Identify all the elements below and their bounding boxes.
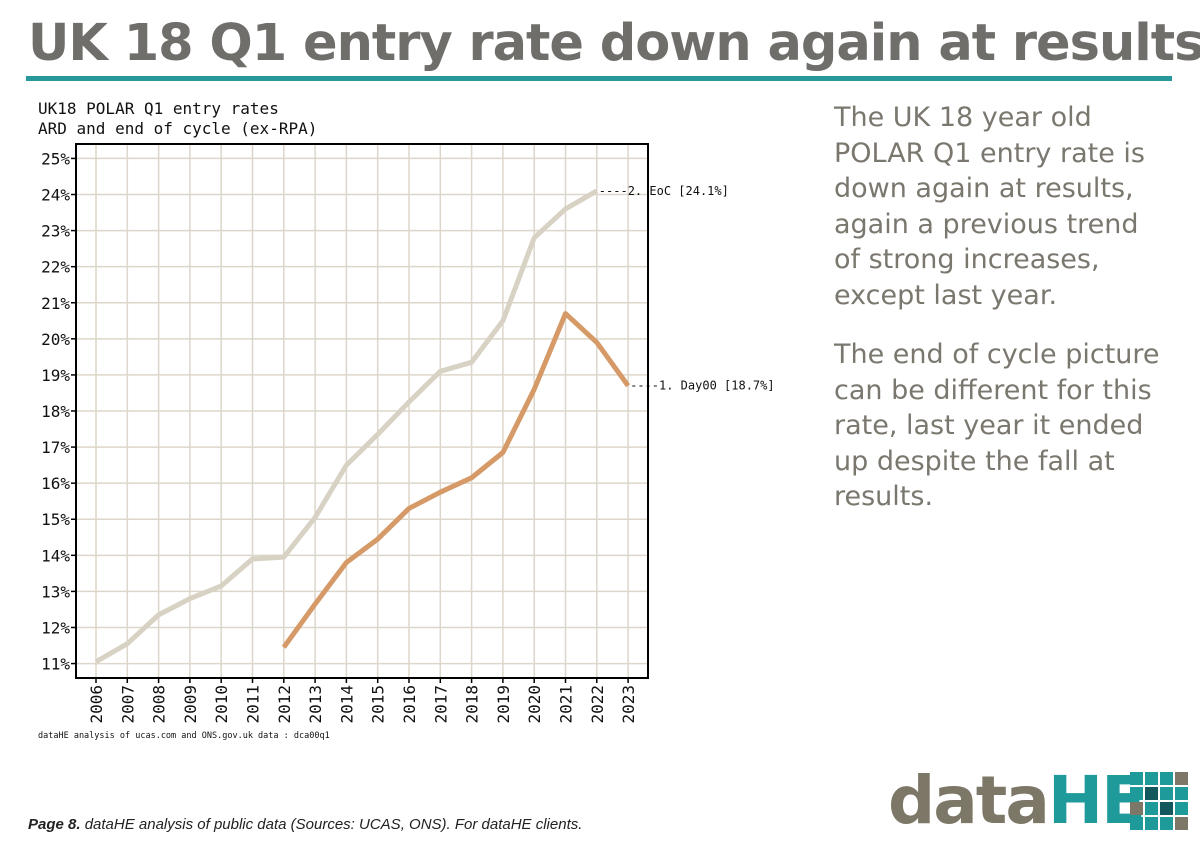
x-tick-label: 2010	[212, 685, 231, 724]
y-tick-label: 13%	[41, 582, 70, 601]
series-line-day00	[281, 311, 631, 649]
y-tick-label: 17%	[41, 438, 70, 457]
x-tick-label: 2019	[494, 685, 513, 724]
chart-source: dataHE analysis of ucas.com and ONS.gov.…	[38, 731, 330, 741]
y-tick-label: 16%	[41, 474, 70, 493]
x-tick-label: 2008	[150, 685, 169, 724]
y-axis: 11% 12% 13% 14% 15% 16% 17% 18% 19% 20% 21% 22% 23% 2…	[41, 149, 76, 674]
y-tick-label: 23%	[41, 222, 70, 241]
chart-grid	[76, 144, 648, 678]
x-tick-label: 2018	[463, 685, 482, 724]
x-tick-label: 2013	[306, 685, 325, 724]
commentary-paragraph-2: The end of cycle picture can be differen…	[834, 339, 1160, 512]
chart-title: UK18 POLAR Q1 entry rates	[38, 99, 279, 118]
title-underline	[26, 76, 1172, 81]
logo-data-text: data	[888, 762, 1050, 839]
y-tick-label: 14%	[41, 546, 70, 565]
x-tick-label: 2007	[118, 685, 137, 724]
series-label-day00: ----1. Day00 [18.7%]	[630, 379, 775, 393]
x-tick-label: 2022	[588, 685, 607, 724]
logo-grid-icon	[1130, 772, 1188, 830]
commentary-paragraph-1: The UK 18 year old POLAR Q1 entry rate i…	[834, 102, 1145, 311]
footer-text: dataHE analysis of public data (Sources:…	[84, 816, 583, 833]
chart-series	[94, 188, 631, 664]
x-tick-label: 2014	[337, 685, 356, 724]
y-tick-label: 24%	[41, 186, 70, 205]
y-tick-label: 15%	[41, 510, 70, 529]
commentary: The UK 18 year old POLAR Q1 entry rate i…	[834, 100, 1164, 539]
y-tick-label: 25%	[41, 149, 70, 168]
x-tick-label: 2009	[181, 685, 200, 724]
x-tick-label: 2020	[525, 685, 544, 724]
y-tick-label: 21%	[41, 294, 70, 313]
chart-subtitle: ARD and end of cycle (ex-RPA)	[38, 119, 317, 138]
footer: Page 8. dataHE analysis of public data (…	[28, 816, 582, 833]
y-tick-label: 20%	[41, 330, 70, 349]
series-labels: ----2. EoC [24.1%] ----1. Day00 [18.7%]	[599, 184, 775, 393]
y-tick-label: 11%	[41, 655, 70, 674]
y-tick-label: 19%	[41, 366, 70, 385]
y-tick-label: 18%	[41, 402, 70, 421]
x-tick-label: 2011	[244, 685, 263, 724]
x-tick-label: 2023	[619, 685, 638, 724]
footer-page: Page 8.	[28, 816, 81, 833]
series-label-eoc: ----2. EoC [24.1%]	[599, 184, 729, 198]
logo-wordmark: dataHE	[888, 768, 1146, 834]
x-tick-label: 2017	[431, 685, 450, 724]
x-tick-label: 2016	[400, 685, 419, 724]
x-tick-label: 2021	[557, 685, 576, 724]
x-tick-label: 2006	[87, 685, 106, 724]
y-tick-label: 12%	[41, 618, 70, 637]
x-axis: 2006 2007 2008 2009 2010 2011 2012 2013 2014 2015…	[87, 678, 638, 724]
line-chart: UK18 POLAR Q1 entry rates ARD and end of…	[38, 99, 775, 741]
logo-he-text: HE	[1047, 762, 1146, 839]
y-tick-label: 22%	[41, 258, 70, 277]
page-title: UK 18 Q1 entry rate down again at result…	[28, 14, 1200, 73]
x-tick-label: 2015	[369, 685, 388, 724]
x-tick-label: 2012	[275, 685, 294, 724]
